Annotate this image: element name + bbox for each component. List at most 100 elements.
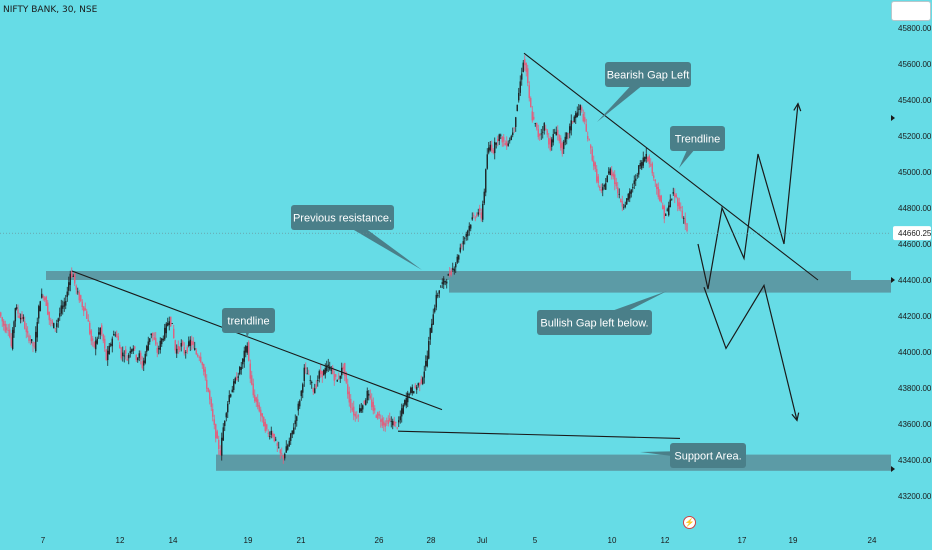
candle bbox=[309, 375, 311, 385]
candle bbox=[362, 404, 364, 413]
candle-body bbox=[165, 323, 167, 334]
candle-body bbox=[408, 394, 410, 396]
callout-2[interactable]: Previous resistance. bbox=[291, 205, 422, 270]
y-tick-label: 43600.00 bbox=[898, 420, 932, 429]
scale-settings-button[interactable] bbox=[891, 1, 931, 21]
candle-body bbox=[572, 121, 574, 123]
candle-body bbox=[11, 329, 14, 349]
candle bbox=[530, 96, 532, 108]
candle bbox=[138, 350, 140, 362]
candle-body bbox=[25, 328, 27, 333]
y-tick-label: 43200.00 bbox=[898, 492, 932, 501]
candle bbox=[32, 341, 34, 353]
candle bbox=[516, 104, 518, 112]
candle bbox=[542, 126, 544, 139]
candle bbox=[161, 337, 163, 347]
candle bbox=[645, 148, 647, 163]
trendline-2[interactable] bbox=[397, 430, 681, 439]
candle-body bbox=[84, 308, 86, 311]
candle-body bbox=[45, 296, 47, 307]
candle-body bbox=[209, 390, 211, 400]
candle bbox=[266, 423, 268, 432]
x-tick-label: 28 bbox=[427, 536, 436, 545]
zone-rect-1[interactable] bbox=[449, 280, 891, 293]
candle-body bbox=[275, 439, 277, 441]
candle-body bbox=[686, 223, 688, 231]
candle-body bbox=[168, 321, 170, 325]
candle bbox=[140, 350, 142, 365]
projection-path-1[interactable] bbox=[703, 283, 798, 421]
candle-body bbox=[156, 348, 158, 353]
candle-body bbox=[603, 184, 605, 187]
candle bbox=[524, 55, 526, 71]
callout-3[interactable]: trendline bbox=[222, 308, 275, 338]
candle-body bbox=[266, 424, 268, 430]
zone-rect-2[interactable] bbox=[216, 454, 891, 471]
candle-body bbox=[585, 124, 587, 132]
candle-body bbox=[669, 199, 671, 208]
callout-box bbox=[605, 62, 691, 87]
candle bbox=[480, 208, 482, 222]
candle-body bbox=[498, 134, 500, 141]
candle bbox=[389, 412, 391, 423]
lightning-icon[interactable]: ⚡ bbox=[683, 516, 696, 529]
trendline-0[interactable] bbox=[71, 270, 443, 411]
candle bbox=[461, 243, 463, 250]
candle-body bbox=[651, 163, 653, 174]
candle bbox=[87, 314, 89, 322]
candle bbox=[552, 129, 554, 146]
callout-label: Previous resistance. bbox=[293, 213, 392, 225]
candle bbox=[416, 384, 418, 394]
candle bbox=[683, 216, 685, 224]
candle-body bbox=[87, 319, 89, 322]
candle-body bbox=[548, 138, 550, 145]
candle-body bbox=[290, 433, 292, 441]
x-tick-label: 12 bbox=[661, 536, 670, 545]
trendline-1[interactable] bbox=[523, 52, 819, 281]
candle bbox=[381, 415, 383, 429]
candle bbox=[125, 345, 127, 360]
candle-body bbox=[480, 212, 482, 219]
candle bbox=[627, 192, 629, 202]
candle-body bbox=[663, 206, 665, 219]
candle-body bbox=[270, 430, 272, 435]
candle-body bbox=[452, 268, 454, 270]
candle-body bbox=[327, 364, 329, 366]
candle-body bbox=[333, 374, 335, 381]
candle-body bbox=[171, 323, 173, 325]
candle bbox=[327, 358, 329, 373]
candle-body bbox=[584, 117, 586, 122]
candle-body bbox=[597, 176, 599, 183]
candle-body bbox=[389, 418, 391, 421]
callout-box bbox=[670, 126, 725, 151]
candle-body bbox=[162, 338, 164, 341]
candle-body bbox=[129, 350, 131, 354]
projection-path-0[interactable] bbox=[697, 103, 799, 290]
callout-1[interactable]: Trendline bbox=[670, 126, 725, 168]
candle bbox=[665, 213, 667, 217]
callout-5[interactable]: Support Area. bbox=[640, 443, 746, 468]
candle-body bbox=[629, 191, 631, 199]
candle bbox=[273, 433, 275, 443]
candle bbox=[521, 67, 523, 86]
candle-body bbox=[579, 105, 581, 110]
candle-body bbox=[435, 294, 437, 308]
candle-body bbox=[236, 377, 238, 381]
candle bbox=[66, 286, 68, 302]
candle-body bbox=[77, 291, 79, 293]
callout-0[interactable]: Bearish Gap Left bbox=[597, 62, 691, 122]
callout-4[interactable]: Bullish Gap left below. bbox=[537, 291, 667, 335]
candle-body bbox=[48, 311, 50, 321]
candle bbox=[44, 296, 46, 302]
candle-body bbox=[194, 348, 196, 350]
candle-body bbox=[1, 317, 3, 322]
candle-body bbox=[182, 341, 184, 346]
candle bbox=[141, 356, 143, 370]
candle-body bbox=[365, 400, 367, 406]
candle-body bbox=[186, 346, 188, 352]
candle bbox=[212, 403, 214, 422]
candle bbox=[339, 375, 341, 383]
candle bbox=[102, 333, 104, 344]
